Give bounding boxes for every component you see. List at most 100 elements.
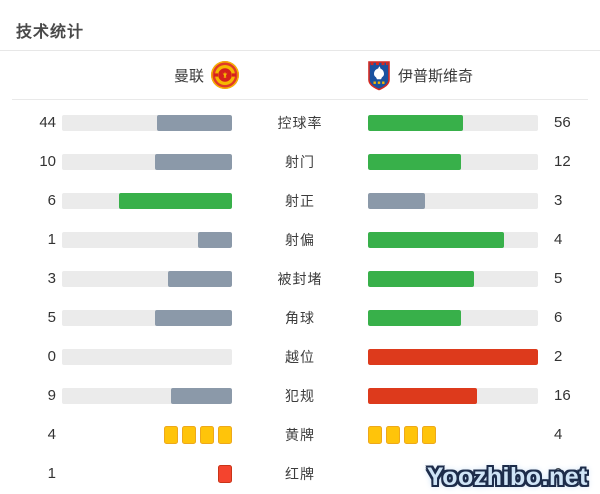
ipswich-town-crest-icon xyxy=(368,60,390,90)
away-team: 伊普斯维奇 xyxy=(300,60,600,91)
bar-fill xyxy=(157,114,232,131)
away-stat-value: 5 xyxy=(554,270,563,287)
bar-fill xyxy=(154,153,232,170)
home-stat-bar xyxy=(62,270,232,287)
home-stat-bar xyxy=(62,114,232,131)
away-stat-value: 6 xyxy=(554,309,563,326)
home-stat-value: 1 xyxy=(47,465,56,482)
stat-row: 10 射门 12 xyxy=(0,142,600,181)
bar-fill xyxy=(368,387,477,404)
away-stat-bar xyxy=(368,270,538,287)
away-stat-value: 4 xyxy=(554,426,563,443)
home-stat-bar xyxy=(62,348,232,365)
bar-track xyxy=(368,387,538,404)
home-stat-value: 9 xyxy=(47,387,56,404)
stats-rows: 44 控球率 56 10 射门 12 6 射正 3 1 射偏 4 3 被封堵 5 5 角球 6 0 越位 2 9 犯规 16 4… xyxy=(0,100,600,493)
stat-row: 1 红牌 0 xyxy=(0,454,600,493)
away-stat-value: 3 xyxy=(554,192,563,209)
stat-label: 射门 xyxy=(285,153,315,170)
away-stat-value: 16 xyxy=(554,387,571,404)
home-cards xyxy=(62,425,232,444)
stat-label: 控球率 xyxy=(277,114,323,131)
home-stat-bar xyxy=(62,309,232,326)
home-stat-value: 5 xyxy=(47,309,56,326)
home-stat-value: 1 xyxy=(47,231,56,248)
home-stat-value: 10 xyxy=(39,153,56,170)
manchester-united-crest-icon xyxy=(211,61,239,89)
stat-label: 越位 xyxy=(285,348,315,365)
bar-fill xyxy=(368,270,475,287)
stat-label: 射偏 xyxy=(285,231,315,248)
yellow-card-icon xyxy=(386,425,400,444)
away-stat-bar xyxy=(368,309,538,326)
away-stat-bar xyxy=(368,114,538,131)
team-header: 曼联 xyxy=(0,51,600,99)
bar-fill xyxy=(368,231,504,248)
bar-track xyxy=(62,387,232,404)
stat-label: 射正 xyxy=(285,192,315,209)
bar-fill xyxy=(198,231,232,248)
bar-fill xyxy=(368,309,461,326)
bar-fill xyxy=(368,153,461,170)
yellow-card-icon xyxy=(164,425,178,444)
stat-label: 黄牌 xyxy=(285,426,315,443)
stat-row: 4 黄牌 4 xyxy=(0,415,600,454)
home-stat-value: 3 xyxy=(47,270,56,287)
bar-track xyxy=(62,192,232,209)
away-stat-value: 12 xyxy=(554,153,571,170)
home-stat-value: 0 xyxy=(47,348,56,365)
panel-title: 技术统计 xyxy=(16,24,85,41)
away-stat-value: 56 xyxy=(554,114,571,131)
home-stat-bar xyxy=(62,153,232,170)
stat-row: 5 角球 6 xyxy=(0,298,600,337)
bar-fill xyxy=(368,192,425,209)
away-cards xyxy=(368,425,538,444)
bar-fill xyxy=(154,309,232,326)
bar-fill xyxy=(168,270,232,287)
away-stat-value: 0 xyxy=(554,465,563,482)
home-stat-bar xyxy=(62,387,232,404)
stat-row: 3 被封堵 5 xyxy=(0,259,600,298)
yellow-card-icon xyxy=(182,425,196,444)
bar-track xyxy=(368,270,538,287)
bar-track xyxy=(62,309,232,326)
card-group xyxy=(62,464,232,483)
stat-label: 被封堵 xyxy=(277,270,323,287)
bar-track xyxy=(62,114,232,131)
away-stat-value: 2 xyxy=(554,348,563,365)
stat-row: 0 越位 2 xyxy=(0,337,600,376)
yellow-card-icon xyxy=(200,425,214,444)
away-stat-bar xyxy=(368,387,538,404)
bar-track xyxy=(368,153,538,170)
stat-label: 红牌 xyxy=(285,465,315,482)
away-team-name: 伊普斯维奇 xyxy=(398,67,474,85)
stat-row: 1 射偏 4 xyxy=(0,220,600,259)
away-stat-bar xyxy=(368,192,538,209)
yellow-card-icon xyxy=(422,425,436,444)
away-stat-bar xyxy=(368,231,538,248)
bar-track xyxy=(62,348,232,365)
away-stat-bar xyxy=(368,348,538,365)
stat-row: 44 控球率 56 xyxy=(0,103,600,142)
home-team: 曼联 xyxy=(0,60,300,90)
red-card-icon xyxy=(218,464,232,483)
stat-row: 6 射正 3 xyxy=(0,181,600,220)
away-stat-bar xyxy=(368,153,538,170)
bar-track xyxy=(62,231,232,248)
panel-title-bar: 技术统计 xyxy=(0,0,600,51)
home-team-name: 曼联 xyxy=(173,67,204,85)
bar-track xyxy=(368,114,538,131)
bar-fill xyxy=(118,192,232,209)
home-stat-bar xyxy=(62,192,232,209)
bar-fill xyxy=(368,114,464,131)
bar-track xyxy=(368,348,538,365)
stat-label: 角球 xyxy=(285,309,315,326)
card-group xyxy=(368,425,538,444)
home-stat-value: 6 xyxy=(47,192,56,209)
stat-label: 犯规 xyxy=(285,387,315,404)
home-stat-bar xyxy=(62,231,232,248)
home-stat-value: 44 xyxy=(39,114,56,131)
home-stat-value: 4 xyxy=(47,426,56,443)
away-stat-value: 4 xyxy=(554,231,563,248)
